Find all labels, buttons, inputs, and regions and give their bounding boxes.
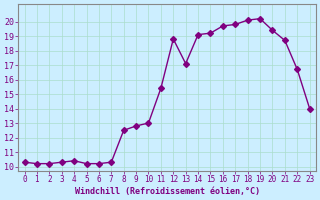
X-axis label: Windchill (Refroidissement éolien,°C): Windchill (Refroidissement éolien,°C) <box>75 187 260 196</box>
